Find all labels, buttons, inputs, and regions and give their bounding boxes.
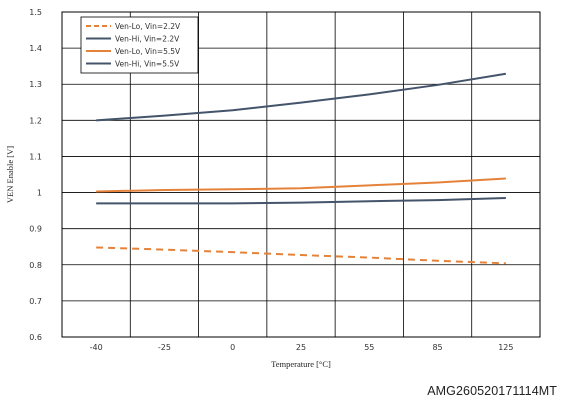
- y-axis-title: VEN Enable [V]: [5, 146, 15, 203]
- series-line-4: [96, 72, 507, 122]
- series-lines: [96, 72, 507, 265]
- y-tick-label: 0.8: [29, 261, 42, 270]
- y-tick-label: 1.4: [29, 44, 42, 53]
- x-tick-label: 25: [296, 343, 306, 352]
- series-line-1: [96, 246, 506, 265]
- legend-label: Ven-Hi, Vin=2.2V: [115, 34, 180, 43]
- legend: Ven-Lo, Vin=2.2V Ven-Hi, Vin=2.2V Ven-Lo, …: [80, 16, 199, 74]
- figure-code: AMG260520171114MT: [427, 384, 557, 398]
- x-tick-label: 0: [230, 343, 235, 352]
- x-tick-label: 125: [498, 343, 513, 352]
- x-tick-label: -40: [90, 343, 103, 352]
- legend-item: Ven-Hi, Vin=5.5V: [86, 59, 180, 68]
- y-tick-label: 1.3: [29, 80, 42, 89]
- y-tick-label: 1.5: [29, 8, 42, 17]
- legend-label: Ven-Hi, Vin=5.5V: [115, 59, 180, 68]
- x-tick-label: -25: [158, 343, 171, 352]
- y-tick-label: 0.9: [29, 225, 42, 234]
- series-line-3: [96, 177, 506, 193]
- y-axis-ticks: 0.6 0.7 0.8 0.9 1 1.1 1.2 1.3 1.4 1.5: [29, 8, 42, 342]
- x-tick-label: 85: [432, 343, 442, 352]
- y-tick-label: 1.1: [29, 152, 42, 161]
- y-tick-label: 1.2: [29, 116, 42, 125]
- y-tick-label: 1: [37, 189, 42, 198]
- x-tick-label: 55: [364, 343, 374, 352]
- y-tick-label: 0.6: [29, 333, 42, 342]
- series-line-2: [96, 196, 506, 205]
- plot-frame: [61, 11, 541, 338]
- y-tick-label: 0.7: [29, 297, 42, 306]
- legend-item: Ven-Lo, Vin=5.5V: [86, 47, 181, 56]
- legend-item: Ven-Lo, Vin=2.2V: [86, 22, 181, 31]
- x-axis-title: Temperature [°C]: [271, 359, 331, 369]
- legend-item: Ven-Hi, Vin=2.2V: [86, 34, 180, 43]
- legend-label: Ven-Lo, Vin=5.5V: [115, 47, 181, 56]
- legend-label: Ven-Lo, Vin=2.2V: [115, 22, 181, 31]
- x-axis-ticks: -40 -25 0 25 55 85 125: [90, 343, 514, 352]
- grid: [62, 12, 540, 337]
